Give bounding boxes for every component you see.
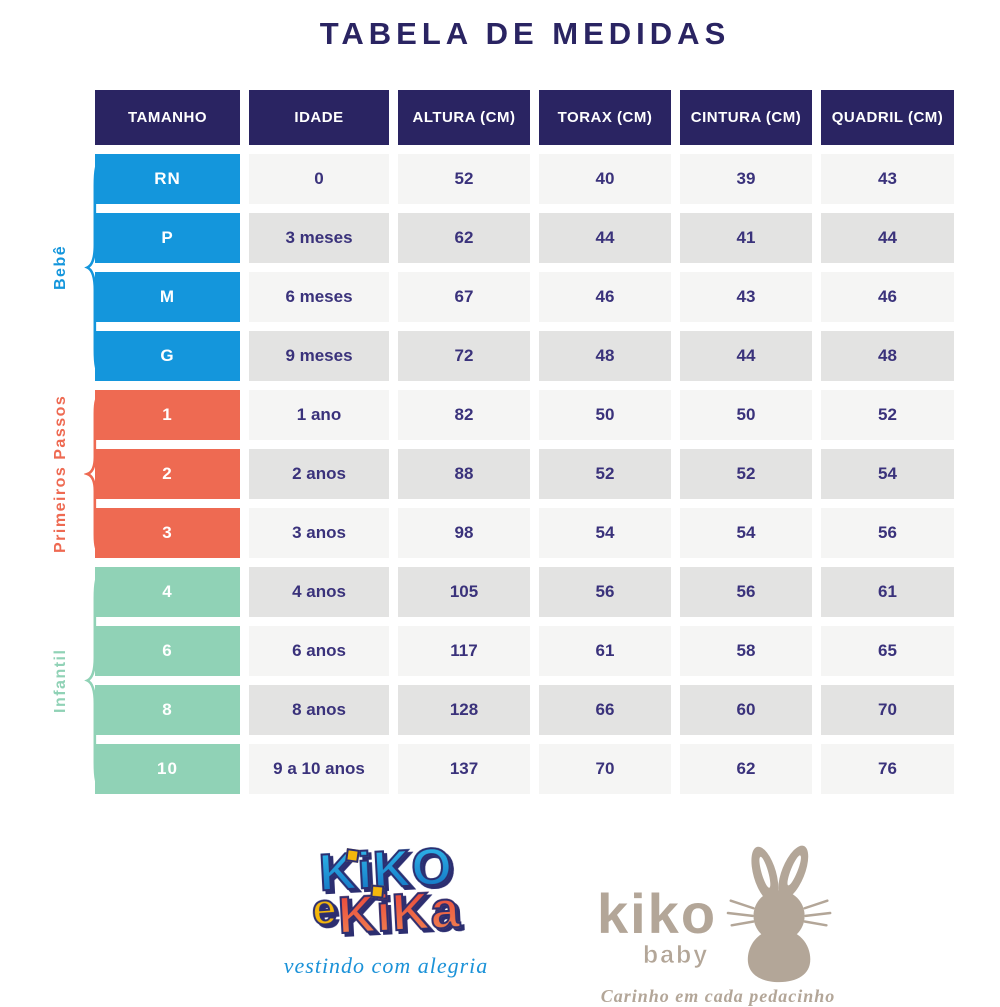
cell-quadril: 54 [821,449,954,499]
cell-altura: 72 [398,331,530,381]
brace-bebe-icon [84,154,104,381]
kiko-e-kika-logo: KiKO eKiKa vestindo com alegria [258,837,514,979]
group-label-primeiros-passos: Primeiros Passos [52,394,69,554]
header-cell-altura: ALTURA (CM) [398,90,530,145]
i-dot-icon [369,884,384,900]
cell-idade: 3 meses [249,213,389,263]
cell-cintura: 60 [680,685,812,735]
group-label-bebe: Bebê [52,244,69,291]
size-cell: 10 [95,744,240,794]
cell-torax: 52 [539,449,671,499]
cell-cintura: 56 [680,567,812,617]
cell-cintura: 54 [680,508,812,558]
cell-torax: 50 [539,390,671,440]
cell-quadril: 44 [821,213,954,263]
group-infantil: Infantil [38,567,104,794]
cell-idade: 9 a 10 anos [249,744,389,794]
cell-quadril: 46 [821,272,954,322]
cell-quadril: 43 [821,154,954,204]
e-letter: e [309,884,339,937]
cell-altura: 128 [398,685,530,735]
size-cell: 8 [95,685,240,735]
cell-cintura: 62 [680,744,812,794]
group-label-infantil: Infantil [52,648,69,713]
cell-torax: 54 [539,508,671,558]
cell-altura: 67 [398,272,530,322]
i-dot-icon [345,848,360,863]
cell-quadril: 70 [821,685,954,735]
cell-torax: 56 [539,567,671,617]
cell-idade: 9 meses [249,331,389,381]
cell-cintura: 44 [680,331,812,381]
kiko-baby-logo: kiko baby [568,842,868,1007]
cell-idade: 2 anos [249,449,389,499]
cell-quadril: 48 [821,331,954,381]
header-cell-torax: TORAX (CM) [539,90,671,145]
size-table: TAMANHO IDADE ALTURA (CM) TORAX (CM) CIN… [95,90,955,794]
kika-word: KiKa [335,880,462,946]
cell-altura: 117 [398,626,530,676]
cell-altura: 82 [398,390,530,440]
cell-torax: 48 [539,331,671,381]
cell-altura: 52 [398,154,530,204]
group-bebe: Bebê [38,154,104,381]
cell-quadril: 52 [821,390,954,440]
cell-idade: 3 anos [249,508,389,558]
cell-idade: 6 anos [249,626,389,676]
cell-altura: 137 [398,744,530,794]
cell-cintura: 58 [680,626,812,676]
cell-cintura: 52 [680,449,812,499]
cell-cintura: 39 [680,154,812,204]
brace-primeiros-passos-icon [84,390,104,558]
cell-torax: 61 [539,626,671,676]
cell-cintura: 41 [680,213,812,263]
cell-cintura: 43 [680,272,812,322]
cell-idade: 1 ano [249,390,389,440]
size-cell: 1 [95,390,240,440]
cell-quadril: 76 [821,744,954,794]
size-cell: M [95,272,240,322]
cell-idade: 6 meses [249,272,389,322]
header-cell-idade: IDADE [249,90,389,145]
cell-idade: 8 anos [249,685,389,735]
cell-torax: 46 [539,272,671,322]
group-primeiros-passos: Primeiros Passos [38,390,104,558]
size-cell: G [95,331,240,381]
cell-quadril: 65 [821,626,954,676]
cell-cintura: 50 [680,390,812,440]
cell-altura: 98 [398,508,530,558]
cell-torax: 66 [539,685,671,735]
brace-infantil-icon [84,567,104,794]
cell-altura: 105 [398,567,530,617]
header-cell-cintura: CINTURA (CM) [680,90,812,145]
size-cell: RN [95,154,240,204]
cell-idade: 4 anos [249,567,389,617]
kiko-baby-word: kiko [596,881,718,945]
header-cell-tamanho: TAMANHO [95,90,240,145]
cell-quadril: 61 [821,567,954,617]
cell-quadril: 56 [821,508,954,558]
cell-altura: 88 [398,449,530,499]
cell-torax: 44 [539,213,671,263]
size-cell: 6 [95,626,240,676]
size-cell: 4 [95,567,240,617]
page-title: TABELA DE MEDIDAS [319,16,731,51]
cell-idade: 0 [249,154,389,204]
bunny-icon [726,845,832,983]
cell-torax: 40 [539,154,671,204]
cell-altura: 62 [398,213,530,263]
kiko-baby-sub: baby [642,941,710,970]
size-cell: P [95,213,240,263]
cell-torax: 70 [539,744,671,794]
kika-wordmark: eKiKa [258,880,514,946]
kiko-e-kika-tagline: vestindo com alegria [283,953,489,979]
size-cell: 3 [95,508,240,558]
kiko-baby-tagline: Carinho em cada pedacinho [600,986,836,1006]
header-cell-quadril: QUADRIL (CM) [821,90,954,145]
size-cell: 2 [95,449,240,499]
